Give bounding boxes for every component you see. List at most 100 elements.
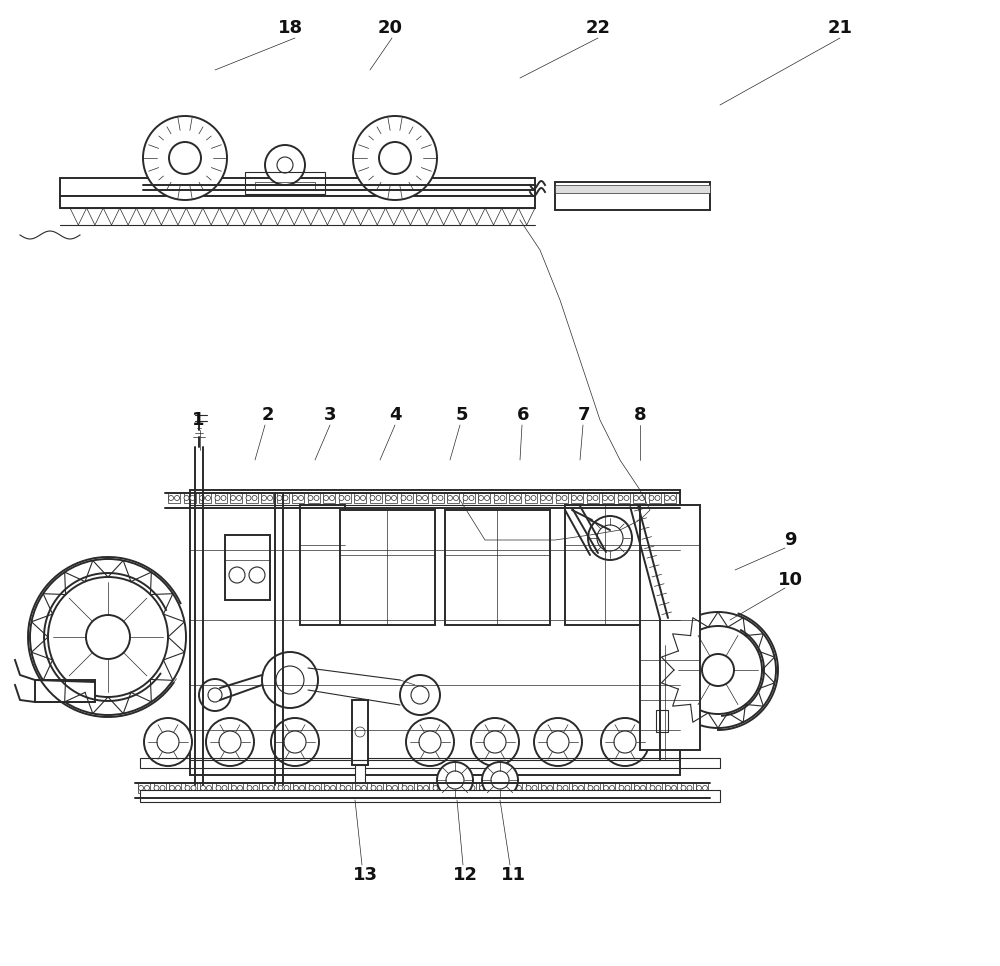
Bar bbox=[140, 790, 720, 802]
Bar bbox=[185, 783, 197, 793]
Text: 7: 7 bbox=[578, 406, 590, 424]
Bar bbox=[555, 182, 710, 210]
Bar bbox=[416, 493, 428, 503]
Circle shape bbox=[143, 116, 227, 200]
Bar bbox=[510, 783, 522, 793]
Circle shape bbox=[439, 785, 444, 790]
Circle shape bbox=[48, 577, 168, 697]
Bar bbox=[565, 505, 645, 625]
Circle shape bbox=[534, 718, 582, 766]
Circle shape bbox=[386, 496, 391, 500]
Circle shape bbox=[184, 496, 189, 500]
Circle shape bbox=[238, 785, 243, 790]
Circle shape bbox=[346, 785, 351, 790]
Circle shape bbox=[176, 785, 181, 790]
Text: 3: 3 bbox=[324, 406, 336, 424]
Circle shape bbox=[208, 688, 222, 702]
Bar bbox=[138, 783, 150, 793]
Circle shape bbox=[516, 496, 520, 500]
Bar bbox=[586, 493, 598, 503]
Circle shape bbox=[666, 785, 670, 790]
Circle shape bbox=[640, 785, 646, 790]
Circle shape bbox=[237, 496, 242, 500]
Circle shape bbox=[207, 785, 212, 790]
Text: 5: 5 bbox=[456, 406, 468, 424]
Circle shape bbox=[655, 496, 660, 500]
Circle shape bbox=[231, 496, 236, 500]
Circle shape bbox=[370, 496, 375, 500]
Bar bbox=[645, 543, 653, 552]
Circle shape bbox=[681, 785, 686, 790]
Circle shape bbox=[511, 785, 516, 790]
Circle shape bbox=[479, 496, 484, 500]
Circle shape bbox=[330, 496, 335, 500]
Circle shape bbox=[160, 785, 165, 790]
Bar bbox=[640, 525, 648, 532]
Circle shape bbox=[480, 785, 485, 790]
Bar bbox=[352, 700, 368, 765]
Circle shape bbox=[563, 785, 568, 790]
Circle shape bbox=[501, 785, 506, 790]
Bar bbox=[432, 493, 444, 503]
Circle shape bbox=[278, 785, 283, 790]
Circle shape bbox=[470, 785, 475, 790]
Bar bbox=[658, 590, 666, 599]
Circle shape bbox=[139, 785, 144, 790]
Bar bbox=[463, 493, 475, 503]
Text: 21: 21 bbox=[828, 19, 852, 37]
Circle shape bbox=[262, 652, 318, 708]
Bar bbox=[246, 493, 258, 503]
Circle shape bbox=[271, 718, 319, 766]
Circle shape bbox=[557, 785, 562, 790]
Bar bbox=[231, 783, 243, 793]
Circle shape bbox=[464, 785, 469, 790]
Circle shape bbox=[500, 496, 505, 500]
Bar bbox=[541, 783, 553, 793]
Text: 9: 9 bbox=[784, 531, 796, 549]
Circle shape bbox=[572, 785, 578, 790]
Bar bbox=[401, 493, 413, 503]
Bar bbox=[190, 490, 680, 775]
Circle shape bbox=[634, 496, 639, 500]
Circle shape bbox=[562, 496, 567, 500]
Circle shape bbox=[294, 785, 299, 790]
Bar bbox=[293, 783, 305, 793]
Circle shape bbox=[407, 496, 412, 500]
Bar bbox=[154, 783, 166, 793]
Circle shape bbox=[495, 785, 500, 790]
Bar bbox=[35, 680, 95, 702]
Bar bbox=[309, 783, 321, 793]
Bar bbox=[448, 783, 460, 793]
Circle shape bbox=[510, 496, 514, 500]
Circle shape bbox=[379, 142, 411, 174]
Circle shape bbox=[419, 731, 441, 753]
Bar bbox=[495, 783, 507, 793]
Circle shape bbox=[252, 496, 257, 500]
Bar bbox=[261, 493, 273, 503]
Bar bbox=[640, 505, 700, 750]
Circle shape bbox=[423, 496, 428, 500]
Bar bbox=[247, 783, 259, 793]
Circle shape bbox=[308, 496, 313, 500]
Circle shape bbox=[516, 785, 522, 790]
Circle shape bbox=[185, 785, 190, 790]
Bar bbox=[140, 758, 720, 768]
Circle shape bbox=[418, 785, 423, 790]
Circle shape bbox=[300, 785, 305, 790]
Bar bbox=[300, 505, 345, 625]
Circle shape bbox=[471, 718, 519, 766]
Circle shape bbox=[664, 496, 670, 500]
Circle shape bbox=[696, 785, 702, 790]
Circle shape bbox=[602, 496, 608, 500]
Circle shape bbox=[542, 785, 546, 790]
Circle shape bbox=[206, 718, 254, 766]
Circle shape bbox=[169, 496, 174, 500]
Circle shape bbox=[229, 567, 245, 583]
Bar bbox=[385, 493, 397, 503]
Circle shape bbox=[656, 785, 661, 790]
Bar bbox=[618, 783, 631, 793]
Bar bbox=[643, 534, 651, 542]
Bar bbox=[602, 493, 614, 503]
Bar bbox=[478, 493, 490, 503]
Circle shape bbox=[371, 785, 376, 790]
